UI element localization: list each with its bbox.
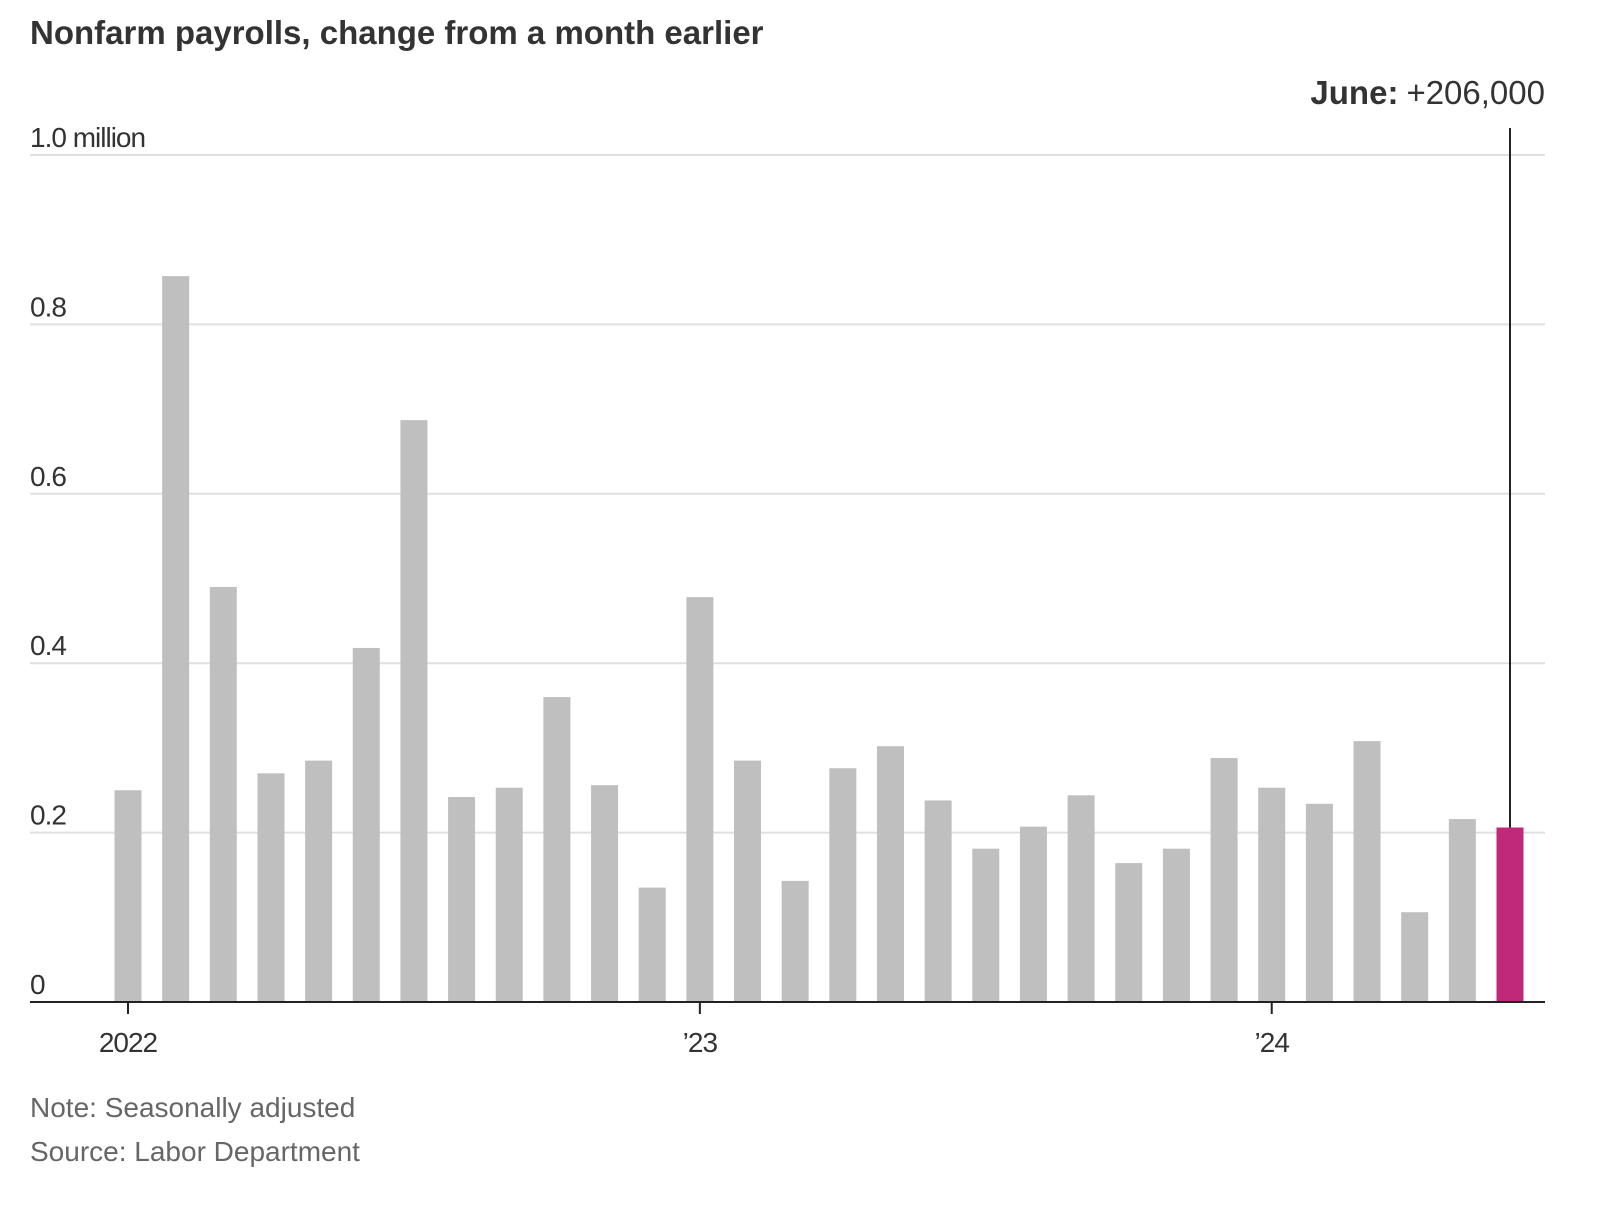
bar	[972, 848, 1000, 1002]
bar	[876, 746, 904, 1002]
bar	[781, 880, 809, 1002]
bar	[1162, 848, 1190, 1002]
bar	[734, 760, 762, 1002]
bar	[1305, 803, 1333, 1002]
bar	[638, 887, 666, 1002]
bar	[829, 768, 857, 1002]
bar	[686, 597, 714, 1002]
y-tick-label: 0.2	[30, 800, 66, 831]
x-tick-label: ’24	[1255, 1027, 1290, 1058]
annotation-value: +206,000	[1406, 74, 1545, 111]
bar	[352, 647, 380, 1002]
bar	[495, 787, 523, 1002]
bar	[591, 785, 619, 1002]
bar	[543, 697, 571, 1002]
y-tick-label: 0.6	[30, 461, 66, 492]
annotation: June: +206,000	[1310, 74, 1545, 111]
bar	[257, 773, 285, 1002]
bar	[924, 800, 952, 1002]
bar	[448, 797, 476, 1002]
y-tick-label: 0.8	[30, 291, 66, 322]
bar	[1258, 787, 1286, 1002]
bar	[1401, 912, 1429, 1002]
bar	[114, 790, 142, 1002]
note: Note: Seasonally adjusted	[30, 1092, 355, 1123]
bar	[305, 760, 333, 1002]
chart-title: Nonfarm payrolls, change from a month ea…	[30, 14, 764, 51]
bar	[1019, 826, 1047, 1002]
bar	[1496, 827, 1524, 1002]
y-tick-label: 0.4	[30, 630, 66, 661]
bar	[1067, 795, 1095, 1002]
bar	[1210, 758, 1238, 1002]
x-tick-label: ’23	[683, 1027, 718, 1058]
bar	[162, 276, 190, 1003]
x-tick-label: 2022	[99, 1027, 158, 1058]
bar	[1353, 741, 1381, 1002]
bar	[400, 420, 428, 1003]
bar	[1115, 863, 1143, 1002]
source: Source: Labor Department	[30, 1136, 360, 1167]
y-tick-label: 0	[30, 969, 45, 1000]
bar	[1448, 819, 1476, 1002]
annotation-label: June:	[1310, 74, 1398, 111]
bar	[209, 586, 237, 1002]
y-tick-label: 1.0 million	[30, 122, 145, 153]
